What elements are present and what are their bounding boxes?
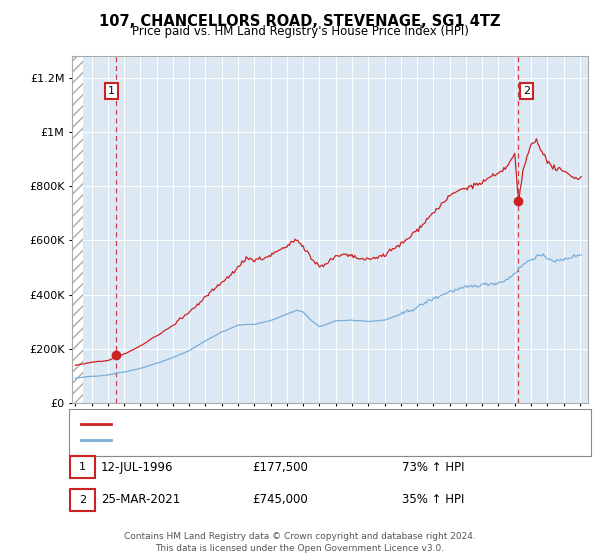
Text: 12-JUL-1996: 12-JUL-1996 xyxy=(101,460,173,474)
Text: 25-MAR-2021: 25-MAR-2021 xyxy=(101,493,180,506)
Bar xyxy=(72,56,83,403)
Text: Contains HM Land Registry data © Crown copyright and database right 2024.
This d: Contains HM Land Registry data © Crown c… xyxy=(124,533,476,553)
Text: 35% ↑ HPI: 35% ↑ HPI xyxy=(402,493,464,506)
Text: 2: 2 xyxy=(79,494,86,505)
Text: 1: 1 xyxy=(108,86,115,96)
Text: 107, CHANCELLORS ROAD, STEVENAGE, SG1 4TZ: 107, CHANCELLORS ROAD, STEVENAGE, SG1 4T… xyxy=(99,14,501,29)
Text: 1: 1 xyxy=(79,462,86,472)
Text: £177,500: £177,500 xyxy=(252,460,308,474)
Text: 2: 2 xyxy=(523,86,530,96)
Text: £745,000: £745,000 xyxy=(252,493,308,506)
Text: HPI: Average price, detached house, Stevenage: HPI: Average price, detached house, Stev… xyxy=(117,435,365,445)
Text: 107, CHANCELLORS ROAD, STEVENAGE, SG1 4TZ (detached house): 107, CHANCELLORS ROAD, STEVENAGE, SG1 4T… xyxy=(117,419,469,429)
Text: 73% ↑ HPI: 73% ↑ HPI xyxy=(402,460,464,474)
Text: Price paid vs. HM Land Registry's House Price Index (HPI): Price paid vs. HM Land Registry's House … xyxy=(131,25,469,38)
